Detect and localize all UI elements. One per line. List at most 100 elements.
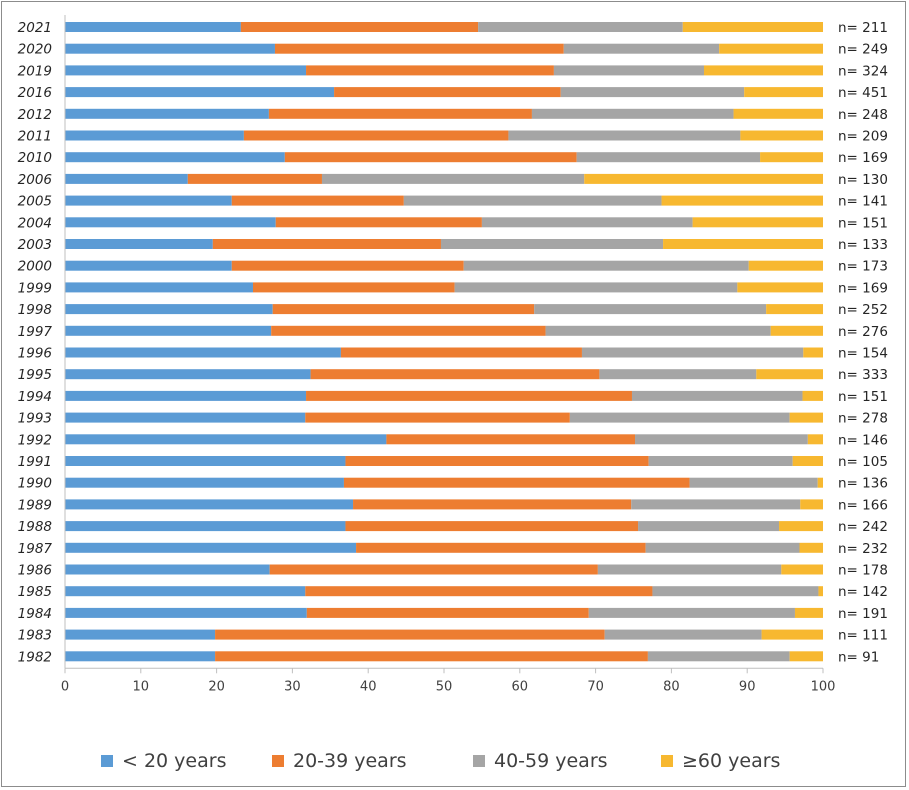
n-label: n= 248: [838, 107, 888, 123]
n-label: n= 151: [838, 215, 888, 231]
bar-1993-series-0: [65, 412, 306, 423]
y-label: 2021: [18, 20, 52, 36]
y-label: 1995: [18, 367, 52, 383]
legend-swatch: [101, 755, 113, 767]
bar-2012-series-2: [531, 108, 734, 119]
y-label: 1994: [18, 389, 52, 405]
n-label: n= 324: [838, 63, 888, 79]
legend-swatch: [661, 755, 673, 767]
n-label: n= 278: [838, 411, 888, 427]
bar-2006-series-2: [321, 173, 585, 184]
bar-1989-series-0: [65, 499, 354, 510]
y-label: 1982: [18, 649, 52, 665]
bar-1990-series-3: [817, 477, 823, 488]
bar-1991-series-0: [65, 456, 346, 466]
bar-1982-series-3: [789, 651, 823, 662]
n-label: n= 232: [838, 541, 888, 557]
y-label: 1985: [18, 584, 52, 600]
n-label: n= 133: [838, 237, 888, 253]
y-label: 2005: [18, 194, 52, 210]
bar-2006-series-1: [187, 173, 322, 184]
bar-2000-series-0: [65, 260, 232, 271]
bar-1993-series-3: [789, 412, 823, 423]
bar-1997-series-3: [770, 325, 823, 336]
bar-2019-series-1: [306, 65, 554, 76]
n-label: n= 154: [838, 346, 888, 362]
bar-1991-series-1: [345, 456, 649, 466]
bar-1992-series-2: [635, 434, 808, 445]
bar-2006-series-0: [65, 173, 188, 184]
legend-label: 20-39 years: [293, 750, 407, 772]
y-label: 1999: [18, 280, 52, 296]
bar-2019-series-3: [703, 65, 823, 76]
bar-1996-series-0: [65, 347, 341, 358]
bar-2003-series-0: [65, 239, 213, 249]
y-label: 1997: [18, 324, 53, 340]
bar-1988-series-3: [779, 521, 823, 532]
bar-1986-series-0: [65, 564, 270, 575]
bar-2010-series-1: [284, 152, 577, 163]
bar-1992-series-0: [65, 434, 387, 445]
bar-1999-series-0: [65, 282, 253, 293]
y-label: 1984: [18, 606, 52, 622]
bar-1989-series-1: [353, 499, 632, 510]
bar-1993-series-2: [569, 412, 790, 423]
x-tick-label: 60: [512, 679, 529, 694]
bar-2004-series-1: [275, 217, 482, 228]
bar-1984-series-3: [794, 607, 823, 618]
bar-1994-series-0: [65, 390, 307, 401]
bar-1995-series-3: [756, 369, 823, 380]
legend-swatch: [473, 755, 485, 767]
y-label: 2020: [18, 42, 52, 58]
bar-1994-series-3: [802, 390, 823, 401]
bar-1996-series-1: [340, 347, 582, 358]
legend: < 20 years 20-39 years 40-59 years ≥60 year…: [0, 742, 909, 782]
legend-swatch: [272, 755, 284, 767]
bar-1984-series-0: [65, 607, 307, 618]
n-label: n= 249: [838, 42, 888, 58]
bar-1983-series-1: [215, 629, 605, 640]
bar-2005-series-2: [403, 195, 662, 206]
y-label: 1998: [18, 302, 52, 318]
y-label: 1986: [18, 563, 52, 579]
n-label: n= 141: [838, 194, 888, 210]
y-label: 1983: [18, 628, 52, 644]
bar-2003-series-1: [212, 239, 441, 249]
bar-2005-series-3: [661, 195, 823, 206]
bar-2000-series-1: [231, 260, 464, 271]
bar-1998-series-2: [534, 304, 767, 315]
y-label: 1988: [18, 519, 52, 535]
x-axis: 0 10 20 30 40 50 60 70 80 90 100: [61, 15, 836, 694]
x-tick-label: 90: [739, 679, 756, 694]
legend-item: 40-59 years: [473, 750, 608, 772]
bar-1982-series-0: [65, 651, 216, 662]
legend-label: ≥60 years: [682, 750, 781, 772]
bar-2019-series-2: [553, 65, 704, 76]
bar-1995-series-1: [310, 369, 600, 380]
bar-1992-series-1: [386, 434, 636, 445]
bar-1983-series-3: [761, 629, 823, 640]
n-label: n= 209: [838, 129, 888, 145]
y-label: 2011: [18, 129, 52, 145]
y-label: 1990: [18, 476, 52, 492]
bar-2020-series-3: [719, 43, 823, 54]
n-label: n= 142: [838, 584, 888, 600]
bar-1986-series-2: [597, 564, 782, 575]
n-label: n= 451: [838, 85, 888, 101]
x-tick-label: 100: [811, 679, 836, 694]
n-label: n= 146: [838, 432, 888, 448]
n-label: n= 211: [838, 20, 888, 36]
bar-1990-series-1: [343, 477, 690, 488]
y-label: 2010: [18, 150, 52, 166]
n-label: n= 151: [838, 389, 888, 405]
x-tick-label: 0: [61, 679, 69, 694]
bar-1982-series-1: [215, 651, 648, 662]
bar-2003-series-2: [440, 239, 664, 249]
n-label: n= 136: [838, 476, 888, 492]
bar-2010-series-3: [760, 152, 823, 163]
y-label: 2016: [18, 85, 52, 101]
bar-2012-series-1: [268, 108, 532, 119]
bar-1996-series-2: [581, 347, 804, 358]
bar-1988-series-0: [65, 521, 346, 532]
bar-1998-series-1: [272, 304, 535, 315]
